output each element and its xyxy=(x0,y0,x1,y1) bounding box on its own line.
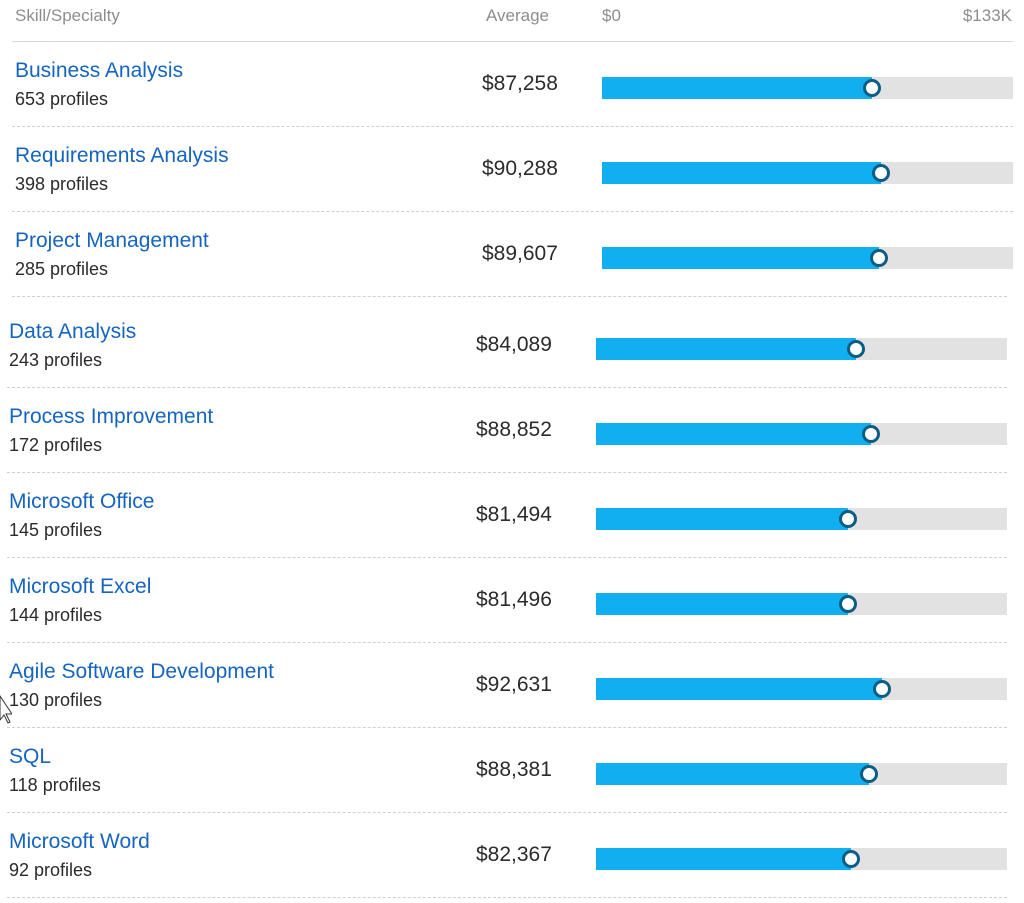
profile-count: 172 profiles xyxy=(9,435,103,455)
average-salary: $81,494 xyxy=(476,503,552,526)
salary-bar-fill xyxy=(602,247,879,269)
skill-link[interactable]: Agile Software Development xyxy=(9,660,274,683)
salary-bar-track xyxy=(596,678,1007,700)
salary-marker xyxy=(870,249,888,267)
skill-row: Business Analysis 653 profiles $87,258 xyxy=(12,42,1013,127)
salary-marker xyxy=(862,425,880,443)
row-divider xyxy=(7,387,1007,388)
salary-bar-fill xyxy=(596,593,848,615)
skill-row: Microsoft Word 92 profiles $82,367 xyxy=(7,813,1007,898)
skill-row: Microsoft Office 145 profiles $81,494 xyxy=(7,473,1007,558)
salary-marker xyxy=(847,340,865,358)
salary-marker xyxy=(872,164,890,182)
row-divider xyxy=(7,472,1007,473)
average-column-header: Average xyxy=(486,6,550,25)
profile-count: 398 profiles xyxy=(15,174,109,194)
salary-bar-track xyxy=(596,593,1007,615)
salary-bar-fill xyxy=(596,848,851,870)
salary-bar-fill xyxy=(596,763,869,785)
salary-bar-fill xyxy=(602,162,881,184)
skill-row: Data Analysis 243 profiles $84,089 xyxy=(7,303,1007,388)
skill-link[interactable]: Data Analysis xyxy=(9,320,137,343)
skill-link[interactable]: Microsoft Word xyxy=(9,830,150,853)
average-salary: $90,288 xyxy=(482,157,558,180)
average-salary: $87,258 xyxy=(482,72,558,95)
scale-min-label: $0 xyxy=(602,6,621,25)
salary-bar-fill xyxy=(596,678,882,700)
salary-marker xyxy=(863,79,881,97)
average-salary: $81,496 xyxy=(476,588,552,611)
salary-bar-track xyxy=(596,423,1007,445)
salary-bar-track xyxy=(596,338,1007,360)
skill-link[interactable]: SQL xyxy=(9,745,52,768)
skill-column-header: Skill/Specialty xyxy=(15,6,120,25)
salary-bar-fill xyxy=(602,77,872,99)
average-salary: $92,631 xyxy=(476,673,552,696)
average-salary: $88,381 xyxy=(476,758,552,781)
profile-count: 92 profiles xyxy=(9,860,93,880)
skill-link[interactable]: Project Management xyxy=(15,229,209,252)
salary-marker xyxy=(842,850,860,868)
salary-bar-track xyxy=(596,763,1007,785)
profile-count: 145 profiles xyxy=(9,520,103,540)
average-salary: $88,852 xyxy=(476,418,552,441)
average-salary: $84,089 xyxy=(476,333,552,356)
row-divider xyxy=(12,296,1007,297)
skill-row: Process Improvement 172 profiles $88,852 xyxy=(7,388,1007,473)
average-salary: $82,367 xyxy=(476,843,552,866)
profile-count: 144 profiles xyxy=(9,605,103,625)
skill-row: Microsoft Excel 144 profiles $81,496 xyxy=(7,558,1007,643)
skill-link[interactable]: Microsoft Excel xyxy=(9,575,152,598)
profile-count: 653 profiles xyxy=(15,89,109,109)
row-divider xyxy=(7,642,1007,643)
salary-bar-track xyxy=(602,247,1013,269)
salary-marker xyxy=(839,595,857,613)
row-divider xyxy=(7,897,1007,898)
average-salary: $89,607 xyxy=(482,242,558,265)
skill-row: Project Management 285 profiles $89,607 xyxy=(12,212,1013,297)
profile-count: 243 profiles xyxy=(9,350,103,370)
profile-count: 118 profiles xyxy=(9,775,101,795)
skill-link[interactable]: Requirements Analysis xyxy=(15,144,229,167)
profile-count: 130 profiles xyxy=(9,690,103,710)
header-divider xyxy=(12,41,1013,42)
salary-marker xyxy=(839,510,857,528)
skill-row: Requirements Analysis 398 profiles $90,288 xyxy=(12,127,1013,212)
skill-link[interactable]: Process Improvement xyxy=(9,405,214,428)
profile-count: 285 profiles xyxy=(15,259,109,279)
scale-max-label: $133K xyxy=(962,6,1012,25)
salary-marker xyxy=(873,680,891,698)
mouse-pointer-icon xyxy=(0,695,12,724)
row-divider xyxy=(12,211,1013,212)
salary-bar-track xyxy=(602,77,1013,99)
table-header: Skill/Specialty Average $0 $133K xyxy=(0,0,1024,42)
salary-bar-track xyxy=(596,848,1007,870)
row-divider xyxy=(12,126,1013,127)
salary-bar-track xyxy=(602,162,1013,184)
salary-marker xyxy=(860,765,878,783)
row-divider xyxy=(7,727,1007,728)
salary-bar-track xyxy=(596,508,1007,530)
skill-link[interactable]: Microsoft Office xyxy=(9,490,155,513)
salary-bar-fill xyxy=(596,508,848,530)
row-divider xyxy=(7,557,1007,558)
row-divider xyxy=(7,812,1007,813)
skill-row: SQL 118 profiles $88,381 xyxy=(7,728,1007,813)
salary-bar-fill xyxy=(596,423,871,445)
skill-row: Agile Software Development 130 profiles $9… xyxy=(7,643,1007,728)
skill-link[interactable]: Business Analysis xyxy=(15,59,184,82)
salary-bar-fill xyxy=(596,338,856,360)
